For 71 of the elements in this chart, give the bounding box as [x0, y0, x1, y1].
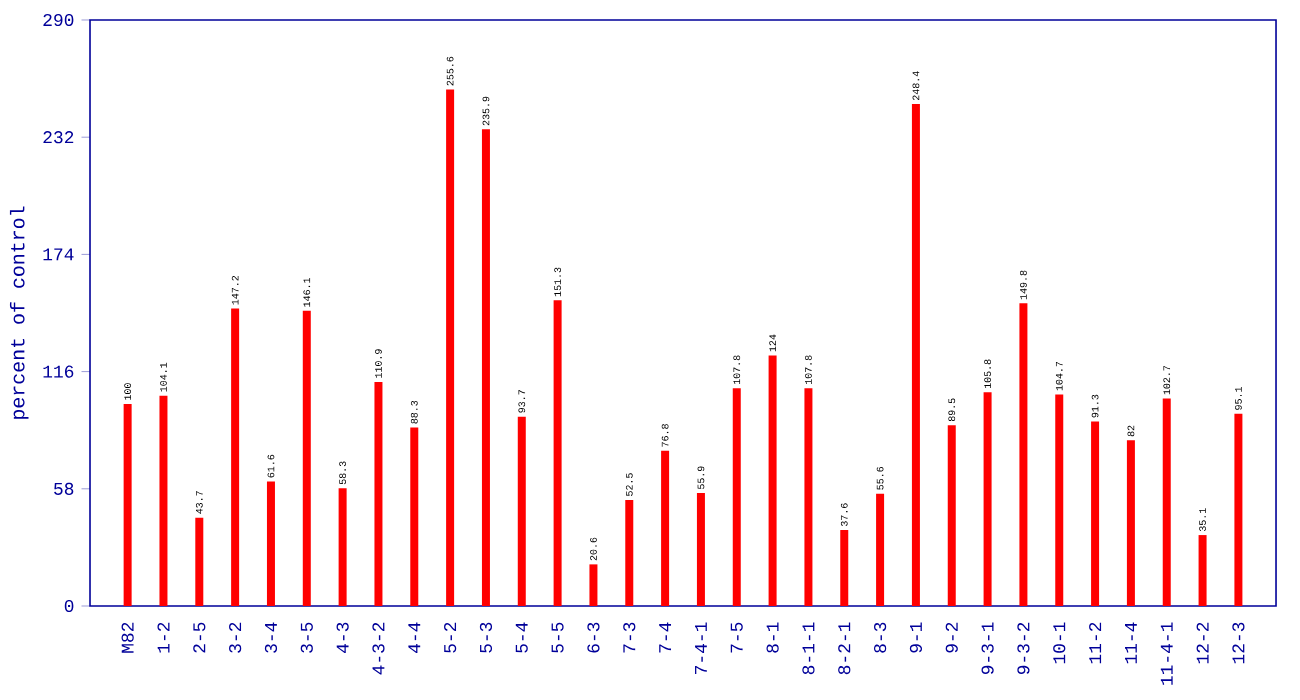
x-tick-label: 12-3 [1232, 622, 1245, 664]
bar [768, 355, 777, 606]
bar [266, 481, 275, 606]
y-tick-label: 232 [43, 131, 74, 144]
x-tick-label: 8-3 [874, 622, 887, 653]
y-tick-label: 58 [54, 482, 74, 495]
bar [338, 488, 347, 606]
x-tick-label: 8-1 [766, 622, 779, 653]
x-tick-label: 9-1 [909, 622, 923, 653]
bar [625, 499, 634, 606]
bar [840, 530, 849, 606]
bar [446, 89, 455, 606]
x-tick-label: 3-4 [264, 622, 278, 653]
x-tick-label: 10-1 [1053, 622, 1066, 664]
bar [195, 517, 204, 606]
bar [1126, 440, 1135, 606]
bar [732, 388, 741, 606]
x-tick-label: 11-4-1 [1160, 622, 1173, 685]
y-tick-label: 0 [64, 599, 74, 613]
x-tick-label: 7-3 [623, 622, 636, 653]
bar [983, 392, 992, 606]
x-tick-label: 7-5 [730, 622, 743, 653]
y-tick-label: 116 [43, 365, 74, 378]
bar [481, 129, 490, 606]
bar [911, 104, 920, 606]
bar [1198, 535, 1207, 606]
x-tick-label: 4-3-2 [372, 622, 385, 675]
bar [517, 416, 526, 606]
bar [804, 388, 813, 606]
bar [1162, 398, 1171, 606]
bar [876, 493, 885, 606]
bar [947, 425, 956, 606]
bar [589, 564, 598, 606]
x-tick-label: 8-1-1 [802, 622, 815, 675]
x-tick-label: 12-2 [1196, 622, 1209, 664]
bar [123, 403, 132, 606]
bar [1055, 394, 1064, 606]
x-tick-label: 2-5 [193, 622, 206, 653]
bar [374, 381, 383, 606]
x-tick-label: 9-2 [945, 622, 958, 653]
bar [1234, 413, 1243, 606]
x-tick-label: 5-4 [515, 622, 528, 653]
x-tick-label: 9-3-1 [981, 622, 994, 675]
x-tick-label: 11-4 [1125, 622, 1137, 664]
bar [696, 493, 705, 606]
x-tick-label: 5-3 [479, 622, 493, 653]
bar [231, 308, 240, 606]
x-tick-label: 5-5 [551, 622, 564, 653]
bar [1091, 421, 1100, 606]
y-tick-label: 174 [43, 248, 74, 261]
x-tick-label: 5-2 [444, 622, 457, 653]
bar [302, 310, 311, 606]
y-tick-label: 290 [43, 13, 74, 27]
x-tick-label: M82 [121, 622, 134, 653]
x-tick-label: 6-3 [587, 622, 600, 653]
x-tick-label: 7-4 [659, 622, 672, 653]
bar [661, 450, 670, 606]
x-tick-label: 9-3-2 [1017, 622, 1030, 675]
x-tick-label: 3-5 [300, 622, 313, 653]
x-tick-label: 4-3 [336, 622, 349, 653]
x-tick-label: 1-2 [157, 622, 170, 653]
bar [159, 395, 168, 606]
bar [1019, 303, 1028, 606]
x-tick-label: 3-2 [229, 622, 242, 653]
x-tick-label: 8-2-1 [838, 622, 851, 675]
y-axis-title: percent of control [9, 206, 29, 419]
bar [410, 427, 419, 606]
x-tick-label: 4-4 [408, 622, 421, 653]
x-tick-label: 11-2 [1089, 622, 1102, 664]
x-tick-label: 7-4-1 [695, 622, 707, 674]
bar [553, 300, 562, 606]
